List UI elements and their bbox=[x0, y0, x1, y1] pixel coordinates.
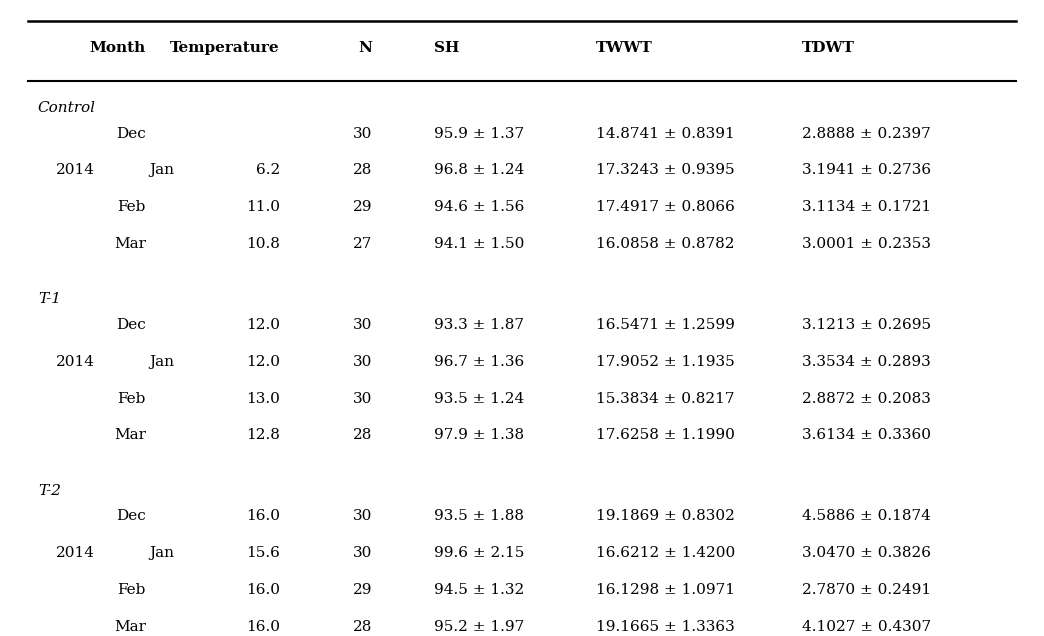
Text: N: N bbox=[359, 41, 373, 55]
Text: 3.0470 ± 0.3826: 3.0470 ± 0.3826 bbox=[802, 546, 931, 560]
Text: 30: 30 bbox=[353, 509, 373, 523]
Text: 3.3534 ± 0.2893: 3.3534 ± 0.2893 bbox=[802, 355, 931, 369]
Text: SH: SH bbox=[434, 41, 459, 55]
Text: TWWT: TWWT bbox=[596, 41, 652, 55]
Text: 30: 30 bbox=[353, 127, 373, 141]
Text: 2014: 2014 bbox=[55, 355, 95, 369]
Text: Jan: Jan bbox=[149, 163, 174, 177]
Text: 96.8 ± 1.24: 96.8 ± 1.24 bbox=[434, 163, 525, 177]
Text: 15.3834 ± 0.8217: 15.3834 ± 0.8217 bbox=[596, 392, 735, 406]
Text: 16.0858 ± 0.8782: 16.0858 ± 0.8782 bbox=[596, 237, 735, 251]
Text: Month: Month bbox=[90, 41, 146, 55]
Text: 29: 29 bbox=[353, 583, 373, 597]
Text: 16.0: 16.0 bbox=[246, 509, 280, 523]
Text: Dec: Dec bbox=[116, 509, 146, 523]
Text: 16.0: 16.0 bbox=[246, 619, 280, 633]
Text: Mar: Mar bbox=[114, 619, 146, 633]
Text: 28: 28 bbox=[353, 163, 373, 177]
Text: 93.5 ± 1.24: 93.5 ± 1.24 bbox=[434, 392, 525, 406]
Text: 14.8741 ± 0.8391: 14.8741 ± 0.8391 bbox=[596, 127, 735, 141]
Text: 2.8888 ± 0.2397: 2.8888 ± 0.2397 bbox=[802, 127, 931, 141]
Text: 94.6 ± 1.56: 94.6 ± 1.56 bbox=[434, 200, 525, 214]
Text: TDWT: TDWT bbox=[802, 41, 855, 55]
Text: 12.0: 12.0 bbox=[246, 355, 280, 369]
Text: 2014: 2014 bbox=[55, 546, 95, 560]
Text: 16.0: 16.0 bbox=[246, 583, 280, 597]
Text: T-1: T-1 bbox=[38, 292, 61, 306]
Text: 10.8: 10.8 bbox=[246, 237, 280, 251]
Text: 4.1027 ± 0.4307: 4.1027 ± 0.4307 bbox=[802, 619, 931, 633]
Text: 93.3 ± 1.87: 93.3 ± 1.87 bbox=[434, 318, 524, 332]
Text: 17.3243 ± 0.9395: 17.3243 ± 0.9395 bbox=[596, 163, 735, 177]
Text: T-2: T-2 bbox=[38, 483, 61, 497]
Text: Mar: Mar bbox=[114, 237, 146, 251]
Text: 17.9052 ± 1.1935: 17.9052 ± 1.1935 bbox=[596, 355, 735, 369]
Text: 28: 28 bbox=[353, 428, 373, 442]
Text: 95.9 ± 1.37: 95.9 ± 1.37 bbox=[434, 127, 524, 141]
Text: 12.0: 12.0 bbox=[246, 318, 280, 332]
Text: Jan: Jan bbox=[149, 546, 174, 560]
Text: 6.2: 6.2 bbox=[256, 163, 280, 177]
Text: 2014: 2014 bbox=[55, 163, 95, 177]
Text: 28: 28 bbox=[353, 619, 373, 633]
Text: 94.5 ± 1.32: 94.5 ± 1.32 bbox=[434, 583, 525, 597]
Text: 99.6 ± 2.15: 99.6 ± 2.15 bbox=[434, 546, 525, 560]
Text: Dec: Dec bbox=[116, 318, 146, 332]
Text: Dec: Dec bbox=[116, 127, 146, 141]
Text: Feb: Feb bbox=[118, 583, 146, 597]
Text: 93.5 ± 1.88: 93.5 ± 1.88 bbox=[434, 509, 524, 523]
Text: 3.1941 ± 0.2736: 3.1941 ± 0.2736 bbox=[802, 163, 931, 177]
Text: Mar: Mar bbox=[114, 428, 146, 442]
Text: 30: 30 bbox=[353, 546, 373, 560]
Text: 4.5886 ± 0.1874: 4.5886 ± 0.1874 bbox=[802, 509, 931, 523]
Text: 2.8872 ± 0.2083: 2.8872 ± 0.2083 bbox=[802, 392, 931, 406]
Text: Temperature: Temperature bbox=[170, 41, 280, 55]
Text: 3.1134 ± 0.1721: 3.1134 ± 0.1721 bbox=[802, 200, 931, 214]
Text: 16.6212 ± 1.4200: 16.6212 ± 1.4200 bbox=[596, 546, 735, 560]
Text: 2.7870 ± 0.2491: 2.7870 ± 0.2491 bbox=[802, 583, 931, 597]
Text: 12.8: 12.8 bbox=[246, 428, 280, 442]
Text: 17.4917 ± 0.8066: 17.4917 ± 0.8066 bbox=[596, 200, 735, 214]
Text: 94.1 ± 1.50: 94.1 ± 1.50 bbox=[434, 237, 525, 251]
Text: 30: 30 bbox=[353, 355, 373, 369]
Text: Control: Control bbox=[38, 101, 96, 115]
Text: 19.1869 ± 0.8302: 19.1869 ± 0.8302 bbox=[596, 509, 735, 523]
Text: 11.0: 11.0 bbox=[246, 200, 280, 214]
Text: 95.2 ± 1.97: 95.2 ± 1.97 bbox=[434, 619, 525, 633]
Text: 30: 30 bbox=[353, 392, 373, 406]
Text: Feb: Feb bbox=[118, 392, 146, 406]
Text: 3.6134 ± 0.3360: 3.6134 ± 0.3360 bbox=[802, 428, 931, 442]
Text: 17.6258 ± 1.1990: 17.6258 ± 1.1990 bbox=[596, 428, 735, 442]
Text: 30: 30 bbox=[353, 318, 373, 332]
Text: 97.9 ± 1.38: 97.9 ± 1.38 bbox=[434, 428, 524, 442]
Text: 3.0001 ± 0.2353: 3.0001 ± 0.2353 bbox=[802, 237, 931, 251]
Text: 3.1213 ± 0.2695: 3.1213 ± 0.2695 bbox=[802, 318, 931, 332]
Text: Jan: Jan bbox=[149, 355, 174, 369]
Text: 16.5471 ± 1.2599: 16.5471 ± 1.2599 bbox=[596, 318, 735, 332]
Text: 13.0: 13.0 bbox=[246, 392, 280, 406]
Text: 19.1665 ± 1.3363: 19.1665 ± 1.3363 bbox=[596, 619, 735, 633]
Text: 29: 29 bbox=[353, 200, 373, 214]
Text: 27: 27 bbox=[353, 237, 373, 251]
Text: 15.6: 15.6 bbox=[246, 546, 280, 560]
Text: Feb: Feb bbox=[118, 200, 146, 214]
Text: 96.7 ± 1.36: 96.7 ± 1.36 bbox=[434, 355, 525, 369]
Text: 16.1298 ± 1.0971: 16.1298 ± 1.0971 bbox=[596, 583, 735, 597]
